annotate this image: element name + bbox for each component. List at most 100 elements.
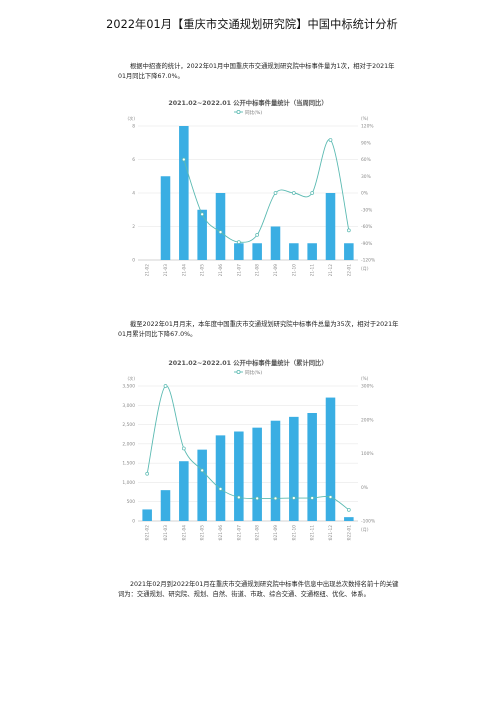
y-tick-label-left: 2 <box>132 224 135 230</box>
x-tick-label: 2021-08 <box>255 525 261 541</box>
yoy-point <box>310 191 315 195</box>
x-tick-label: 2021-06 <box>218 525 224 541</box>
bar <box>344 517 354 521</box>
x-tick-label: 2021-03 <box>163 264 169 276</box>
chart-title: 2021.02~2022.01 公开中标事件量统计（当周同比） <box>168 98 327 107</box>
y-tick-label-left: 8 <box>132 124 135 130</box>
yoy-line <box>183 139 350 243</box>
bar <box>215 193 226 260</box>
yoy-line <box>146 385 350 511</box>
yoy-point <box>163 384 168 388</box>
x-tick-label: 2021-06 <box>218 264 224 276</box>
x-tick-label: 2021-05 <box>200 525 206 541</box>
chart-cumulative-yoy-svg: 2021.02~2022.01 公开中标事件量统计（累计同比） 同比(%) (次) (… <box>122 358 375 541</box>
yoy-point <box>328 495 333 499</box>
x-axis-unit: (月) <box>361 266 369 272</box>
x-tick-label: 2021-02 <box>145 525 151 541</box>
x-tick-label: 2022-01 <box>346 525 352 541</box>
x-tick-label: 2021-07 <box>236 525 242 541</box>
y-tick-label-left: 1,500 <box>122 461 135 467</box>
yoy-point <box>200 468 205 473</box>
y-tick-label-left: 0 <box>132 519 135 525</box>
bar <box>344 243 354 260</box>
yoy-point <box>310 496 315 500</box>
yoy-point <box>218 230 223 234</box>
bar <box>289 243 299 260</box>
x-tick-label: 2021-03 <box>163 525 169 541</box>
summary-paragraph-1: 根据中招查的统计，2022年01月中国重庆市交通规划研究院中标事件量为1次，相对… <box>118 62 400 82</box>
x-tick-label: 2021-04 <box>181 264 187 276</box>
x-tick-label: 2021-05 <box>200 264 206 276</box>
bar <box>234 431 244 521</box>
y-axis-unit-right: (%) <box>361 376 369 381</box>
x-tick-label: 2021-10 <box>291 264 297 276</box>
y-tick-label-left: 6 <box>132 157 135 163</box>
bar <box>160 490 171 521</box>
y-tick-label-left: 2,500 <box>122 422 135 428</box>
summary-paragraph-2: 截至2022年01月月末，本年度中国重庆市交通规划研究院中标事件总量为35次，相… <box>118 320 400 340</box>
summary-text-1: 根据中招查的统计，2022年01月中国重庆市交通规划研究院中标事件量为1次，相对… <box>118 63 395 80</box>
bar <box>179 126 189 260</box>
bar <box>179 461 189 521</box>
y-axis-unit-right: (%) <box>361 116 369 121</box>
y-axis-unit-left: (次) <box>128 375 136 382</box>
bar <box>160 176 171 260</box>
chart-monthly-yoy-svg: 2021.02~2022.01 公开中标事件量统计（当周同比） 同比(%) (次) (… <box>128 98 376 276</box>
legend-marker <box>236 109 241 114</box>
yoy-point <box>328 138 333 142</box>
y-axis-unit-left: (次) <box>128 115 136 122</box>
bar <box>234 243 244 260</box>
y-tick-label-left: 0 <box>132 258 135 264</box>
y-tick-label-left: 2,000 <box>122 441 135 447</box>
y-tick-label-right: 300% <box>361 384 374 390</box>
y-tick-label-left: 1,000 <box>122 480 135 486</box>
bar <box>307 243 317 260</box>
bar <box>252 427 262 521</box>
yoy-point <box>273 191 278 195</box>
bar <box>215 435 226 521</box>
bar <box>307 413 317 521</box>
yoy-point <box>181 157 186 162</box>
page-title: 2022年01月【重庆市交通规划研究院】中国中标统计分析 <box>106 18 398 31</box>
x-tick-label: 2021-12 <box>328 264 334 276</box>
legend-label: 同比(%) <box>245 109 262 116</box>
y-tick-label-right: -100% <box>361 519 375 525</box>
yoy-point <box>145 471 150 476</box>
y-tick-label-right: -30% <box>361 207 372 213</box>
bar <box>142 509 152 521</box>
x-tick-label: 2021-08 <box>255 264 261 276</box>
y-tick-label-left: 3,500 <box>122 384 135 390</box>
x-tick-label: 2021-12 <box>328 525 334 541</box>
y-tick-label-right: 200% <box>361 417 374 423</box>
bar <box>325 193 336 260</box>
y-tick-label-right: -120% <box>361 258 375 264</box>
y-tick-label-right: -60% <box>361 224 372 230</box>
summary-text-3: 2021年02月到2022年01月在重庆市交通规划研究院中标事件信息中出现总次数… <box>118 581 399 598</box>
yoy-point <box>346 508 351 512</box>
bar <box>197 449 207 521</box>
legend-label: 同比(%) <box>245 369 262 376</box>
y-tick-label-right: 90% <box>361 140 371 146</box>
chart-monthly-yoy: 2021.02~2022.01 公开中标事件量统计（当周同比） 同比(%) (次) (… <box>118 96 384 276</box>
y-tick-label-right: 120% <box>361 124 374 130</box>
bar <box>197 209 207 260</box>
bar <box>270 226 281 260</box>
x-tick-label: 2022-01 <box>346 264 352 276</box>
yoy-point <box>218 487 223 491</box>
summary-text-2: 截至2022年01月月末，本年度中国重庆市交通规划研究院中标事件总量为35次，相… <box>118 321 399 338</box>
bar <box>270 420 281 521</box>
summary-paragraph-3: 2021年02月到2022年01月在重庆市交通规划研究院中标事件信息中出现总次数… <box>118 580 400 600</box>
x-tick-label: 2021-11 <box>310 525 316 541</box>
x-tick-label: 2021-11 <box>310 264 316 276</box>
y-tick-label-left: 4 <box>132 191 135 197</box>
bar <box>325 397 336 521</box>
x-tick-label: 2021-10 <box>291 525 297 541</box>
yoy-point <box>236 495 241 500</box>
x-axis-unit: (月) <box>361 527 369 533</box>
y-tick-label-right: 0% <box>361 191 368 197</box>
yoy-point <box>200 212 205 217</box>
y-tick-label-left: 3,000 <box>122 403 135 409</box>
yoy-point <box>346 228 351 233</box>
yoy-point <box>255 233 260 237</box>
y-tick-label-right: 100% <box>361 451 374 457</box>
